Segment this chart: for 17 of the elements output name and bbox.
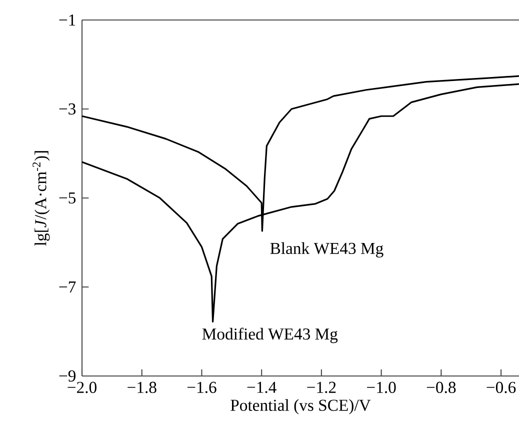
y-tick-label: −7 — [59, 282, 76, 292]
annotation: Blank WE43 Mg — [270, 242, 384, 258]
x-tick-label: −1.4 — [247, 382, 276, 394]
x-tick-label: −1.2 — [307, 382, 336, 394]
x-tick-label: −1.8 — [128, 382, 156, 394]
y-tick-label: −9 — [59, 370, 76, 382]
y-tick-label: −1 — [59, 14, 76, 26]
x-tick-label: −0.8 — [426, 382, 456, 394]
x-tick-label: −0.6 — [486, 382, 516, 394]
annotation: Modified WE43 Mg — [202, 328, 338, 344]
x-tick-label: −1.0 — [367, 382, 396, 394]
y-tick-label: −5 — [59, 192, 76, 204]
x-axis-title: Potential (vs SCE)/V — [230, 399, 371, 414]
x-tick-label: −2.0 — [68, 382, 96, 394]
y-tick-label: −3 — [59, 103, 76, 115]
y-axis-title: lg[J/(A·cm$^{-2}$)] — [32, 151, 50, 246]
x-tick-label: −1.6 — [187, 382, 216, 394]
